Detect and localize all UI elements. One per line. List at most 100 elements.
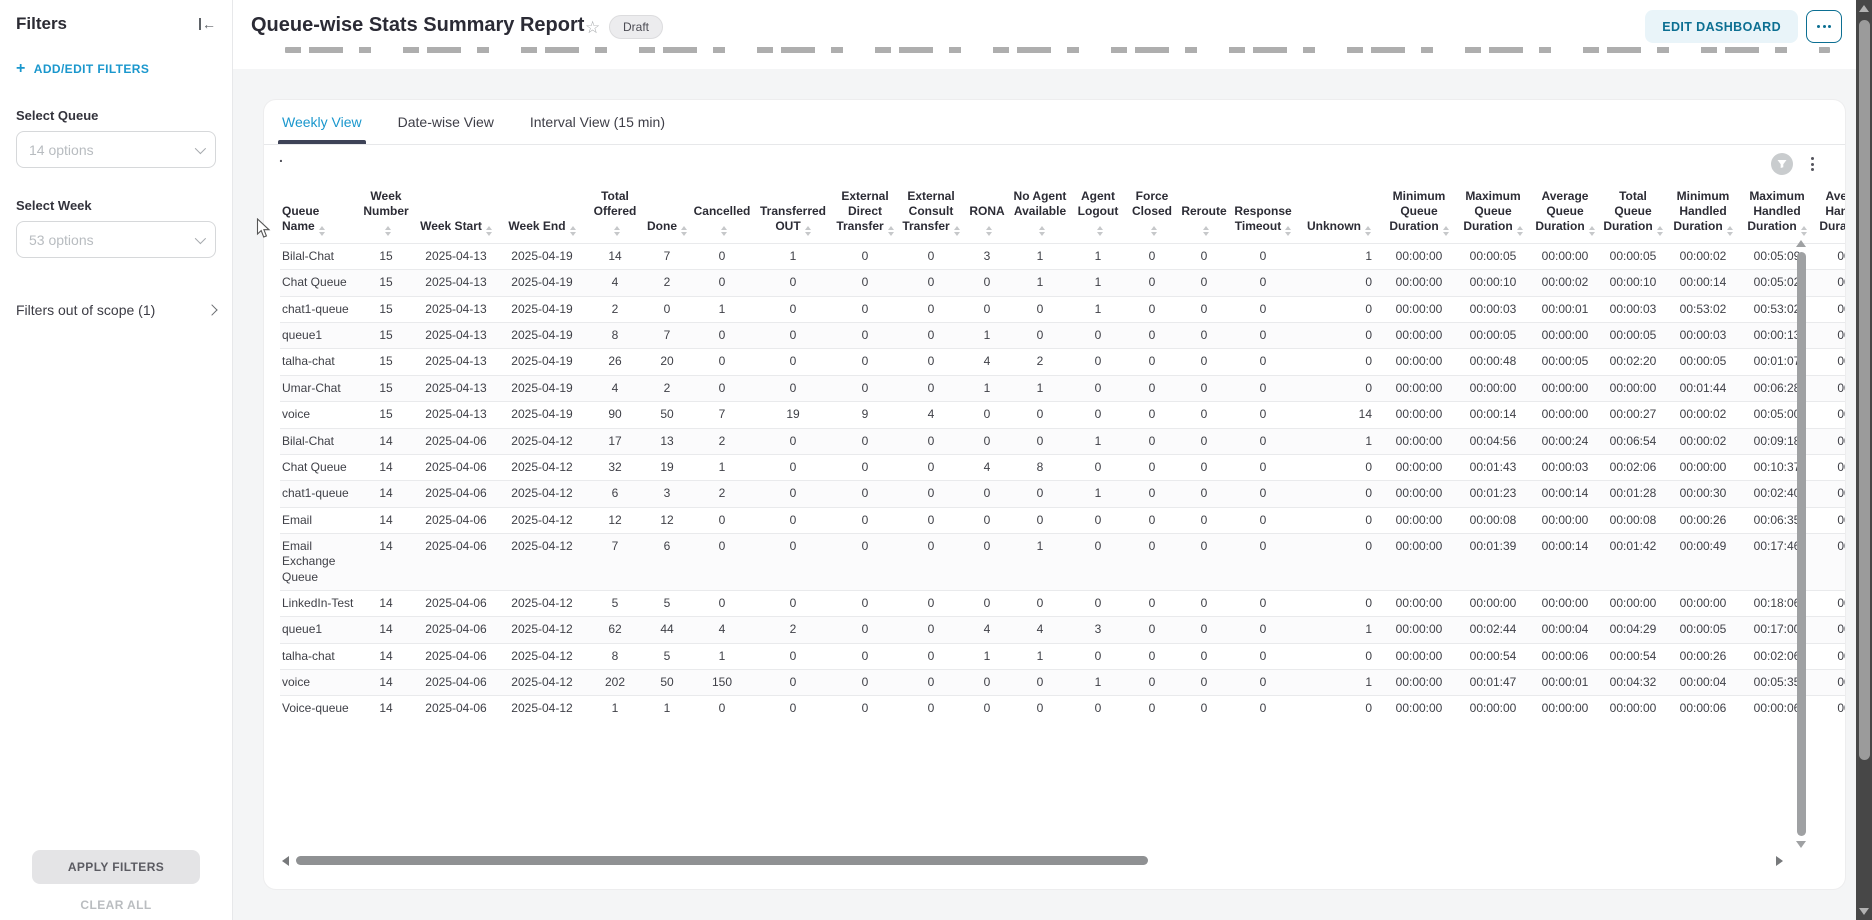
select-week-dropdown[interactable]: 53 options [16, 221, 216, 258]
widget-kebab-menu-icon[interactable] [1805, 152, 1819, 176]
column-header-label: Queue Name [282, 204, 319, 233]
table-row[interactable]: Umar-Chat152025-04-132025-04-19420000110… [280, 375, 1845, 401]
sort-icon[interactable] [1517, 226, 1523, 236]
table-cell: 2025-04-06 [414, 454, 498, 480]
table-row[interactable]: talha-chat142025-04-062025-04-1285100011… [280, 643, 1845, 669]
sort-icon[interactable] [1151, 226, 1157, 236]
column-header[interactable]: No Agent Available [1010, 185, 1070, 244]
table-filter-icon[interactable] [1771, 153, 1793, 175]
sort-icon[interactable] [805, 226, 811, 236]
sort-icon[interactable] [888, 226, 894, 236]
collapse-panel-icon[interactable]: ← [199, 17, 216, 31]
column-header[interactable]: External Consult Transfer [898, 185, 964, 244]
table-cell: 2025-04-12 [498, 454, 586, 480]
table-row[interactable]: Chat Queue142025-04-062025-04-1232191000… [280, 454, 1845, 480]
column-header[interactable]: Minimum Queue Duration [1382, 185, 1456, 244]
column-header[interactable]: Reroute [1178, 185, 1230, 244]
column-header[interactable]: Total Offered [586, 185, 644, 244]
table-row[interactable]: queue1142025-04-062025-04-12624442004430… [280, 617, 1845, 643]
table-row[interactable]: talha-chat152025-04-132025-04-1926200000… [280, 349, 1845, 375]
sort-icon[interactable] [1203, 226, 1209, 236]
sort-icon[interactable] [986, 226, 992, 236]
column-header[interactable]: Average Handled Duration [1814, 185, 1845, 244]
table-cell: 00:00:02 [1666, 244, 1740, 270]
column-header[interactable]: Average Queue Duration [1530, 185, 1600, 244]
sort-icon[interactable] [1039, 226, 1045, 236]
edit-dashboard-button[interactable]: EDIT DASHBOARD [1645, 10, 1798, 43]
column-header[interactable]: Unknown [1296, 185, 1382, 244]
page-scroll-up-icon[interactable] [1859, 5, 1869, 12]
clear-all-button[interactable]: CLEAR ALL [80, 898, 151, 912]
sort-icon[interactable] [1365, 226, 1371, 236]
sort-icon[interactable] [486, 226, 492, 236]
table-cell: 0 [1296, 643, 1382, 669]
table-row[interactable]: chat1-queue152025-04-132025-04-192010000… [280, 296, 1845, 322]
table-row[interactable]: LinkedIn-Test142025-04-062025-04-1255000… [280, 591, 1845, 617]
column-header[interactable]: Week Number [358, 185, 414, 244]
sort-icon[interactable] [1589, 226, 1595, 236]
more-options-button[interactable] [1806, 10, 1842, 43]
sort-icon[interactable] [570, 226, 576, 236]
table-row[interactable]: queue1152025-04-132025-04-19870000100000… [280, 323, 1845, 349]
sort-icon[interactable] [681, 226, 687, 236]
table-row[interactable]: voice142025-04-062025-04-122025015000000… [280, 670, 1845, 696]
column-header[interactable]: Maximum Queue Duration [1456, 185, 1530, 244]
sort-icon[interactable] [1443, 226, 1449, 236]
column-header[interactable]: Minimum Handled Duration [1666, 185, 1740, 244]
queue-name-cell: talha-chat [280, 349, 358, 375]
column-header[interactable]: Week End [498, 185, 586, 244]
add-edit-filters-button[interactable]: + ADD/EDIT FILTERS [16, 60, 216, 78]
sort-icon[interactable] [1657, 226, 1663, 236]
sort-icon[interactable] [614, 226, 620, 236]
sort-icon[interactable] [1285, 226, 1291, 236]
scroll-up-icon[interactable] [1796, 240, 1806, 247]
column-header[interactable]: Agent Logout [1070, 185, 1126, 244]
column-header-label: RONA [969, 204, 1004, 218]
column-header[interactable]: Week Start [414, 185, 498, 244]
column-header[interactable]: Transferred OUT [754, 185, 832, 244]
apply-filters-button[interactable]: APPLY FILTERS [32, 850, 200, 884]
sort-icon[interactable] [954, 226, 960, 236]
column-header[interactable]: Response Timeout [1230, 185, 1296, 244]
column-header[interactable]: RONA [964, 185, 1010, 244]
sort-icon[interactable] [721, 226, 727, 236]
table-row[interactable]: chat1-queue142025-04-062025-04-126320000… [280, 481, 1845, 507]
table-row[interactable]: Chat Queue152025-04-132025-04-1942000001… [280, 270, 1845, 296]
select-queue-dropdown[interactable]: 14 options [16, 131, 216, 168]
tab-weekly-view[interactable]: Weekly View [282, 100, 362, 144]
page-scroll-down-icon[interactable] [1859, 908, 1869, 915]
scroll-down-icon[interactable] [1796, 841, 1806, 848]
sort-icon[interactable] [1097, 226, 1103, 236]
table-row[interactable]: Voice-queue142025-04-062025-04-121100000… [280, 696, 1845, 722]
column-header[interactable]: External Direct Transfer [832, 185, 898, 244]
scroll-left-icon[interactable] [282, 856, 289, 866]
table-cell: 0 [1178, 375, 1230, 401]
star-icon[interactable]: ☆ [585, 18, 600, 38]
scroll-right-icon[interactable] [1776, 856, 1783, 866]
column-header[interactable]: Force Closed [1126, 185, 1178, 244]
table-vertical-scrollbar[interactable] [1795, 240, 1807, 848]
sort-icon[interactable] [1727, 226, 1733, 236]
sort-icon[interactable] [1801, 226, 1807, 236]
table-row[interactable]: voice152025-04-132025-04-199050719940000… [280, 402, 1845, 428]
column-header[interactable]: Queue Name [280, 185, 358, 244]
tab-date-wise-view[interactable]: Date-wise View [398, 100, 494, 144]
page-scrollbar-thumb[interactable] [1859, 20, 1870, 760]
column-header[interactable]: Done [644, 185, 690, 244]
table-row[interactable]: Email142025-04-062025-04-121212000000000… [280, 507, 1845, 533]
page-scrollbar[interactable] [1856, 0, 1872, 920]
table-horizontal-scrollbar[interactable] [280, 855, 1785, 867]
horizontal-scrollbar-thumb[interactable] [296, 856, 1148, 865]
filters-out-of-scope-row[interactable]: Filters out of scope (1) [16, 302, 216, 318]
column-header[interactable]: Maximum Handled Duration [1740, 185, 1814, 244]
column-header[interactable]: Cancelled [690, 185, 754, 244]
table-row[interactable]: Email Exchange Queue142025-04-062025-04-… [280, 533, 1845, 590]
column-header[interactable]: Total Queue Duration [1600, 185, 1666, 244]
table-cell: 0 [832, 270, 898, 296]
table-row[interactable]: Bilal-Chat152025-04-132025-04-1914701003… [280, 244, 1845, 270]
sort-icon[interactable] [319, 226, 325, 236]
tab-interval-view[interactable]: Interval View (15 min) [530, 100, 665, 144]
table-row[interactable]: Bilal-Chat142025-04-062025-04-1217132000… [280, 428, 1845, 454]
vertical-scrollbar-thumb[interactable] [1797, 252, 1806, 836]
sort-icon[interactable] [385, 226, 391, 236]
